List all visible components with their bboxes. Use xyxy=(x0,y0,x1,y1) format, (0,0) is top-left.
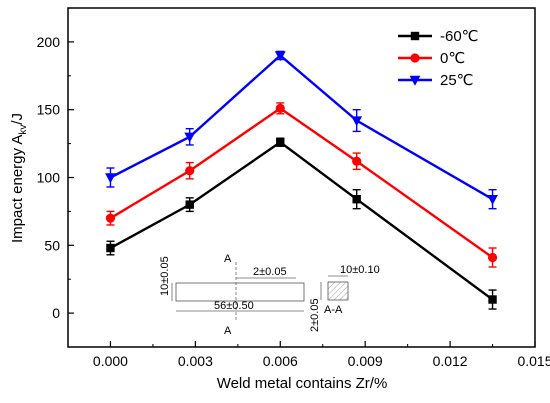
series-2 xyxy=(105,50,498,210)
y-axis-title: Impact energy Akv/J xyxy=(9,113,29,243)
data-point xyxy=(352,156,362,166)
legend-item-1: 0℃ xyxy=(398,50,465,67)
y-tick-label: 100 xyxy=(37,170,61,186)
y-tick-label: 150 xyxy=(37,102,61,118)
x-tick-label: 0.015 xyxy=(517,353,550,369)
x-tick-label: 0.000 xyxy=(93,353,128,369)
legend-label: 0℃ xyxy=(440,50,465,67)
data-point xyxy=(106,243,115,253)
data-point xyxy=(351,116,363,127)
y-tick-label: 50 xyxy=(44,237,60,253)
x-tick-label: 0.009 xyxy=(348,353,383,369)
data-point xyxy=(184,132,196,143)
inset-height-dim: 10±0.05 xyxy=(159,256,171,296)
y-axis-title-subscript: kv xyxy=(18,125,29,135)
data-point xyxy=(274,51,286,62)
inset-label-a-bottom: A xyxy=(224,325,232,337)
data-point xyxy=(487,194,498,205)
section-body xyxy=(327,281,349,301)
legend-item-0: -60℃ xyxy=(398,28,479,45)
specimen-inset xyxy=(171,262,349,322)
plot-frame xyxy=(67,7,536,348)
legend-label: 25℃ xyxy=(440,72,474,89)
inset-section-width-dim: 10±0.10 xyxy=(340,264,380,276)
legend-item-2: 25℃ xyxy=(398,72,474,89)
legend-marker xyxy=(410,53,420,63)
data-point xyxy=(275,103,285,113)
legend-marker xyxy=(409,75,421,86)
inset-section-label: A-A xyxy=(324,304,343,316)
specimen-body xyxy=(175,282,305,302)
legend: -60℃ 0℃ 25℃ xyxy=(398,28,479,89)
data-point xyxy=(185,200,194,209)
data-point xyxy=(276,138,285,147)
series-0 xyxy=(106,137,497,310)
inset-label-a-top: A xyxy=(224,253,232,265)
data-point xyxy=(105,173,116,184)
data-point xyxy=(105,213,116,223)
series-line xyxy=(109,106,494,259)
x-tick-label: 0.003 xyxy=(178,353,213,369)
x-tick-label: 0.012 xyxy=(433,353,468,369)
data-point xyxy=(352,194,361,204)
data-point xyxy=(488,295,497,304)
y-axis-title-main: Impact energy A xyxy=(9,135,26,243)
inset-section-height-dim: 2±0.05 xyxy=(309,298,321,332)
legend-label: -60℃ xyxy=(440,28,479,45)
x-axis-title: Weld metal contains Zr/% xyxy=(217,375,388,392)
y-tick-label: 0 xyxy=(52,305,60,321)
legend-marker xyxy=(410,31,420,41)
series-1 xyxy=(105,102,498,268)
x-tick-label: 0.006 xyxy=(263,353,298,369)
y-axis-title-suffix: /J xyxy=(9,113,26,125)
y-tick-label: 200 xyxy=(37,34,61,50)
data-point xyxy=(487,252,498,263)
data-point xyxy=(185,166,195,176)
inset-length-dim: 56±0.50 xyxy=(214,300,254,312)
series-line xyxy=(109,53,494,201)
inset-notch-dim: 2±0.05 xyxy=(253,266,287,278)
